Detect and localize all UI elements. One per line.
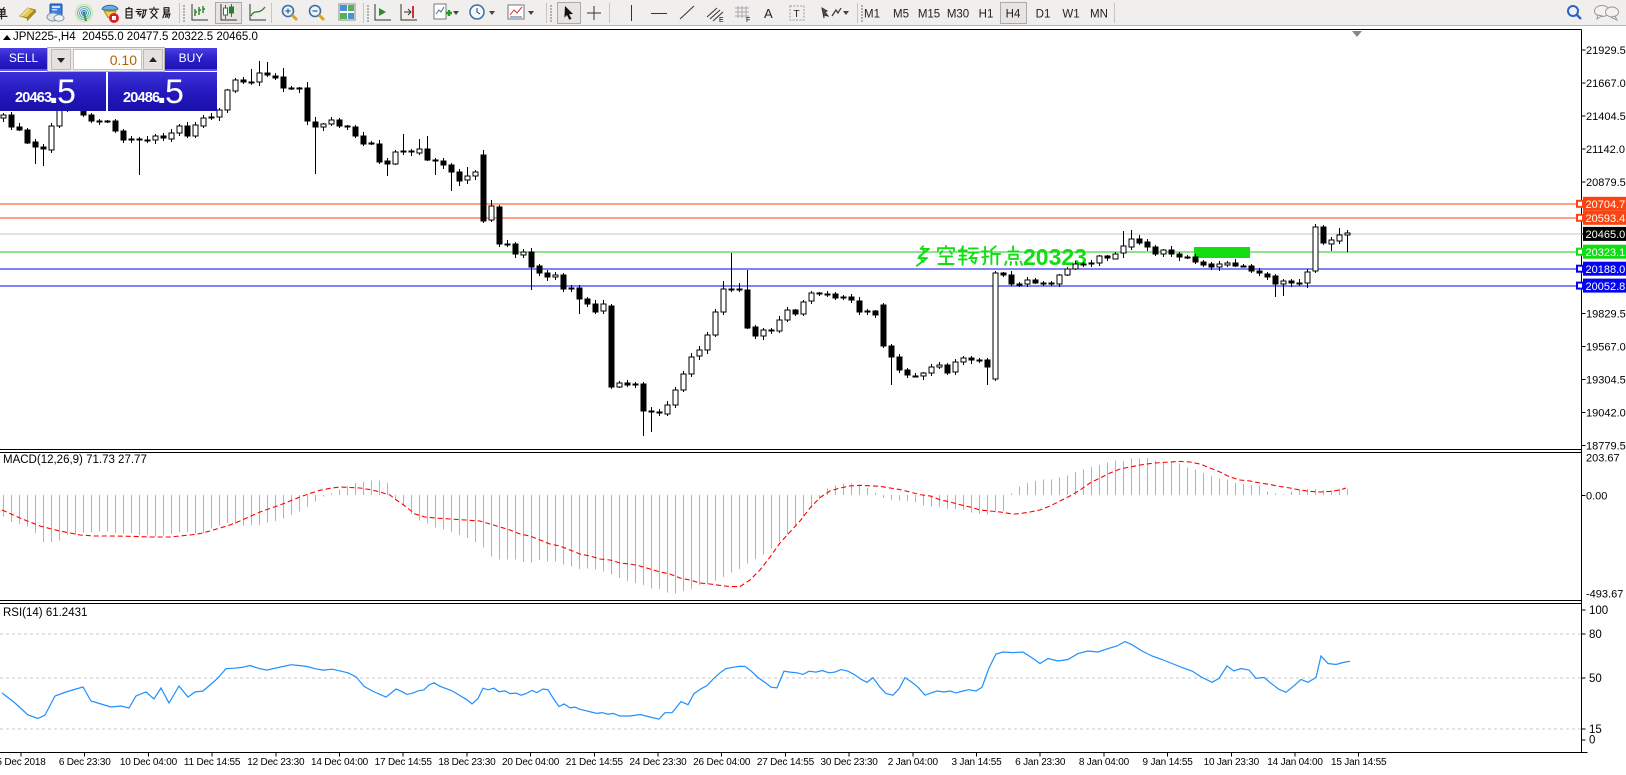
svg-text:W1: W1	[1062, 9, 1079, 21]
svg-text:6 Jan 23:30: 6 Jan 23:30	[1015, 757, 1066, 768]
svg-text:19042.0: 19042.0	[1586, 408, 1626, 420]
svg-text:T: T	[794, 9, 800, 20]
svg-text:80: 80	[1589, 629, 1602, 641]
svg-text:12 Dec 23:30: 12 Dec 23:30	[247, 757, 305, 768]
svg-text:-493.67: -493.67	[1586, 589, 1623, 601]
svg-text:5 Dec 2018: 5 Dec 2018	[0, 757, 46, 768]
svg-text:30 Dec 23:30: 30 Dec 23:30	[821, 757, 879, 768]
svg-text:26 Dec 04:00: 26 Dec 04:00	[693, 757, 751, 768]
svg-text:MN: MN	[1090, 9, 1108, 21]
svg-text:0: 0	[1589, 735, 1595, 747]
svg-text:11 Dec 14:55: 11 Dec 14:55	[184, 757, 241, 768]
svg-text:20052.8: 20052.8	[1586, 281, 1626, 293]
svg-text:9 Jan 14:55: 9 Jan 14:55	[1143, 757, 1194, 768]
svg-text:20593.4: 20593.4	[1586, 213, 1626, 225]
svg-text:MACD(12,26,9) 71.73 27.77: MACD(12,26,9) 71.73 27.77	[3, 454, 147, 466]
svg-text:21 Dec 14:55: 21 Dec 14:55	[566, 757, 624, 768]
svg-text:18779.5: 18779.5	[1586, 441, 1626, 453]
svg-text:100: 100	[1589, 605, 1608, 617]
svg-text:20 Dec 04:00: 20 Dec 04:00	[502, 757, 560, 768]
svg-text:0.00: 0.00	[1586, 491, 1607, 503]
svg-text:A: A	[764, 6, 773, 21]
svg-text:20704.7: 20704.7	[1586, 199, 1626, 211]
svg-text:M30: M30	[947, 9, 969, 21]
svg-text:50: 50	[1589, 673, 1602, 685]
svg-text:H4: H4	[1006, 9, 1021, 21]
svg-text:M15: M15	[918, 9, 940, 21]
svg-text:27 Dec 14:55: 27 Dec 14:55	[757, 757, 815, 768]
svg-text:24 Dec 23:30: 24 Dec 23:30	[629, 757, 687, 768]
svg-text:14 Jan 04:00: 14 Jan 04:00	[1267, 757, 1323, 768]
svg-text:E: E	[719, 17, 724, 24]
svg-text:6 Dec 23:30: 6 Dec 23:30	[59, 757, 111, 768]
svg-text:15 Jan 14:55: 15 Jan 14:55	[1331, 757, 1387, 768]
svg-text:19304.5: 19304.5	[1586, 375, 1626, 387]
svg-text:M5: M5	[893, 9, 909, 21]
svg-text:21142.0: 21142.0	[1586, 144, 1625, 156]
svg-text:20188.0: 20188.0	[1586, 264, 1626, 276]
svg-text:RSI(14) 61.2431: RSI(14) 61.2431	[3, 607, 87, 619]
svg-text:20465.0: 20465.0	[1586, 229, 1626, 241]
svg-text:21404.5: 21404.5	[1586, 111, 1626, 123]
svg-text:21929.5: 21929.5	[1586, 45, 1626, 57]
svg-text:15: 15	[1589, 724, 1602, 736]
svg-text:17 Dec 14:55: 17 Dec 14:55	[375, 757, 433, 768]
svg-text:F: F	[746, 17, 750, 24]
svg-text:2 Jan 04:00: 2 Jan 04:00	[888, 757, 939, 768]
svg-text:8 Jan 04:00: 8 Jan 04:00	[1079, 757, 1130, 768]
svg-text:19567.0: 19567.0	[1586, 342, 1626, 354]
svg-text:21667.0: 21667.0	[1586, 78, 1626, 90]
svg-text:14 Dec 04:00: 14 Dec 04:00	[311, 757, 369, 768]
svg-text:M1: M1	[864, 9, 880, 21]
svg-text:20879.5: 20879.5	[1586, 177, 1626, 189]
svg-text:20323.1: 20323.1	[1586, 247, 1626, 259]
svg-text:10 Dec 04:00: 10 Dec 04:00	[120, 757, 178, 768]
svg-text:H1: H1	[979, 9, 994, 21]
svg-text:19829.5: 19829.5	[1586, 309, 1626, 321]
svg-text:10 Jan 23:30: 10 Jan 23:30	[1204, 757, 1260, 768]
svg-text:203.67: 203.67	[1586, 453, 1620, 465]
svg-text:18 Dec 23:30: 18 Dec 23:30	[438, 757, 496, 768]
svg-text:3 Jan 14:55: 3 Jan 14:55	[951, 757, 1002, 768]
svg-text:D1: D1	[1036, 9, 1051, 21]
